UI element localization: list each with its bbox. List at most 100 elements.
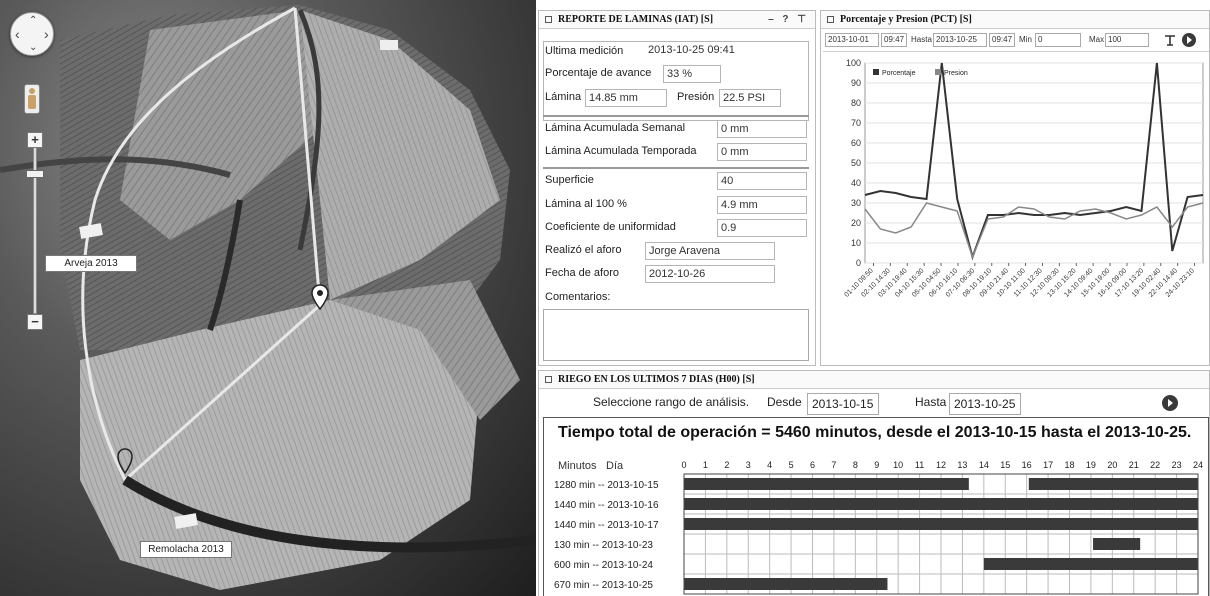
- riego-summary-box: Tiempo total de operación = 5460 minutos…: [543, 417, 1209, 596]
- hour-label: 20: [1107, 460, 1117, 470]
- riego-panel-title: RIEGO EN LOS ULTIMOS 7 DIAS (H00) [S]: [558, 374, 755, 385]
- pct-min-input[interactable]: 0: [1035, 33, 1081, 47]
- measurement-group: [543, 41, 809, 121]
- legend-label: Porcentaje: [882, 70, 916, 77]
- pct-panel: Porcentaje y Presion (PCT) [S] 2013-10-0…: [820, 10, 1210, 366]
- pct-panel-title: Porcentaje y Presion (PCT) [S]: [840, 14, 972, 25]
- lamina-value: 14.85 mm: [585, 89, 667, 107]
- hour-label: 3: [746, 460, 751, 470]
- operation-bar: [1093, 538, 1141, 550]
- pct-max-input[interactable]: 100: [1105, 33, 1149, 47]
- zoom-slider-thumb[interactable]: [26, 170, 44, 178]
- collapse-icon[interactable]: [545, 16, 552, 23]
- field-label-arveja: Arveja 2013: [45, 255, 137, 272]
- y-tick-label: 80: [851, 98, 861, 108]
- pct-desde-time-input[interactable]: 09:47: [881, 33, 907, 47]
- pct-panel-header: Porcentaje y Presion (PCT) [S]: [821, 11, 1209, 29]
- pct-hasta-date-input[interactable]: 2013-10-25: [933, 33, 987, 47]
- y-tick-label: 70: [851, 118, 861, 128]
- legend-swatch: [873, 69, 879, 75]
- field-label-remolacha: Remolacha 2013: [140, 541, 232, 558]
- hour-label: 17: [1043, 460, 1053, 470]
- operation-bar: [684, 518, 1198, 530]
- pct-desde-date-input[interactable]: 2013-10-01: [825, 33, 879, 47]
- pan-left-icon[interactable]: ‹: [15, 26, 20, 42]
- hour-label: 13: [957, 460, 967, 470]
- riego-panel-header: RIEGO EN LOS ULTIMOS 7 DIAS (H00) [S]: [539, 371, 1209, 389]
- legend-label: Presion: [944, 70, 968, 77]
- lamina100-value: 4.9 mm: [717, 196, 807, 214]
- hour-label: 1: [703, 460, 708, 470]
- fecha-aforo-value: 2012-10-26: [645, 265, 775, 283]
- superficie-value: 40: [717, 172, 807, 190]
- separator: [543, 167, 809, 169]
- riego-desde-input[interactable]: 2013-10-15: [807, 393, 879, 415]
- pct-min-label: Min: [1019, 35, 1032, 44]
- report-panel: REPORTE DE LAMINAS (IAT) [S] – ? ⊤ Ultim…: [538, 10, 816, 366]
- coef-label: Coeficiente de uniformidad: [545, 221, 676, 233]
- pan-up-icon[interactable]: ⌃: [29, 15, 38, 26]
- riego-hasta-input[interactable]: 2013-10-25: [949, 393, 1021, 415]
- pct-max-label: Max: [1089, 35, 1105, 44]
- lamina100-label: Lámina al 100 %: [545, 198, 627, 210]
- pan-right-icon[interactable]: ›: [44, 26, 49, 42]
- acum-semanal-label: Lámina Acumulada Semanal: [545, 122, 686, 134]
- hour-label: 22: [1150, 460, 1160, 470]
- pct-hasta-time-input[interactable]: 09:47: [989, 33, 1015, 47]
- coef-value: 0.9: [717, 219, 807, 237]
- y-tick-label: 30: [851, 198, 861, 208]
- zoom-out-button[interactable]: −: [27, 314, 43, 330]
- row-label: 1280 min -- 2013-10-15: [554, 480, 659, 491]
- operation-bar: [983, 558, 1198, 570]
- hour-label: 9: [874, 460, 879, 470]
- porcentaje-value: 33 %: [663, 65, 721, 83]
- fecha-aforo-label: Fecha de aforo: [545, 267, 619, 279]
- lamina-label: Lámina: [545, 91, 582, 103]
- acum-temporada-label: Lámina Acumulada Temporada: [545, 145, 697, 157]
- riego-panel: RIEGO EN LOS ULTIMOS 7 DIAS (H00) [S] Se…: [538, 370, 1210, 596]
- hour-label: 7: [831, 460, 836, 470]
- operation-bar: [684, 478, 969, 490]
- pivot-marker-icon[interactable]: [117, 448, 133, 474]
- riego-gantt-chart: 0 1 2 3 4 5 6 7 8 9 10 11 12 13 14 15 16 17 18 19 20 21 22 23 24…: [554, 460, 1203, 595]
- comentarios-label: Comentarios:: [545, 291, 611, 303]
- report-panel-header: REPORTE DE LAMINAS (IAT) [S] – ? ⊤: [539, 11, 815, 29]
- porcentaje-label: Porcentaje de avance: [545, 67, 652, 79]
- hour-label: 15: [1000, 460, 1010, 470]
- report-panel-title: REPORTE DE LAMINAS (IAT) [S]: [558, 14, 714, 25]
- comentarios-textarea[interactable]: [543, 309, 809, 361]
- hour-label: 4: [767, 460, 772, 470]
- collapse-icon[interactable]: [827, 16, 834, 23]
- satellite-map[interactable]: ⌃ ⌄ ‹ › + − Arveja 2013 Remolacha 2013: [0, 0, 536, 596]
- gantt-frame: [683, 473, 1199, 595]
- col-minutos-header: Minutos: [558, 460, 597, 472]
- acum-semanal-value: 0 mm: [717, 120, 807, 138]
- hour-label: 5: [789, 460, 794, 470]
- street-view-pegman-icon[interactable]: [24, 84, 40, 114]
- col-dia-header: Día: [606, 460, 624, 472]
- separator: [823, 51, 1209, 52]
- y-tick-label: 50: [851, 158, 861, 168]
- row-label: 1440 min -- 2013-10-16: [554, 500, 659, 511]
- hour-label: 18: [1064, 460, 1074, 470]
- map-fields-layer: [0, 5, 536, 590]
- row-label: 600 min -- 2013-10-24: [554, 560, 653, 571]
- y-tick-label: 20: [851, 218, 861, 228]
- collapse-icon[interactable]: [545, 376, 552, 383]
- presion-value: 22.5 PSI: [719, 89, 781, 107]
- riego-select-label: Seleccione rango de análisis.: [593, 395, 750, 409]
- hour-label: 11: [915, 460, 924, 470]
- y-tick-label: 100: [846, 58, 861, 68]
- panel-controls[interactable]: – ? ⊤: [768, 14, 809, 25]
- map-marker-icon[interactable]: [311, 284, 329, 310]
- map-pan-control[interactable]: ⌃ ⌄ ‹ ›: [10, 12, 54, 56]
- filter-icon[interactable]: [1163, 33, 1177, 47]
- hour-label: 6: [810, 460, 815, 470]
- go-button-icon[interactable]: [1181, 32, 1197, 48]
- series-line-presion: [864, 202, 1204, 260]
- pan-down-icon[interactable]: ⌄: [29, 42, 38, 53]
- riego-desde-label: Desde: [767, 395, 802, 409]
- go-button-icon[interactable]: [1161, 394, 1179, 412]
- riego-hasta-label: Hasta: [915, 395, 947, 409]
- zoom-in-button[interactable]: +: [27, 132, 43, 148]
